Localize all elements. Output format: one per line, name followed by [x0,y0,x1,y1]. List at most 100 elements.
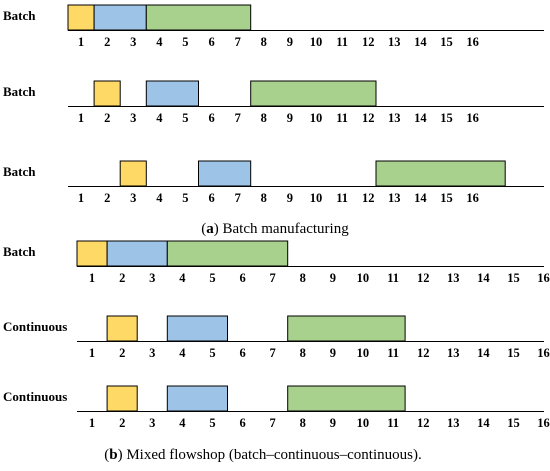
tick-label: 7 [269,271,275,285]
tick-label: 14 [414,111,427,125]
tick-label: 5 [209,271,215,285]
row-label: Continuous [3,319,67,334]
row-label: Batch [3,84,36,99]
tick-label: 8 [261,111,267,125]
tick-label: 9 [287,35,293,49]
tick-label: 15 [507,416,520,430]
gantt-block-stage1 [119,160,147,187]
row-label: Batch [3,164,36,179]
tick-label: 4 [156,35,163,49]
gantt-block-stage2 [106,240,168,267]
tick-label: 6 [239,346,245,360]
tick-label: 11 [336,111,348,125]
tick-label: 13 [388,191,401,205]
tick-label: 3 [130,191,136,205]
tick-label: 13 [447,346,460,360]
tick-label: 6 [208,35,214,49]
tick-label: 15 [507,346,520,360]
gantt-block-stage3 [287,385,406,412]
tick-label: 10 [357,271,370,285]
tick-label: 9 [330,271,336,285]
gantt-block-stage1 [67,4,95,31]
tick-label: 3 [130,111,136,125]
tick-label: 9 [330,346,336,360]
tick-label: 9 [287,111,293,125]
tick-label: 8 [300,346,306,360]
tick-label: 1 [89,346,95,360]
tick-label: 4 [179,271,186,285]
tick-label: 2 [119,416,125,430]
tick-label: 5 [182,111,188,125]
gantt-block-stage1 [106,385,138,412]
tick-label: 14 [414,35,427,49]
tick-label: 15 [440,111,453,125]
gantt-block-stage1 [76,240,108,267]
tick-label: 4 [179,346,186,360]
tick-label: 3 [130,35,136,49]
tick-label: 2 [104,35,110,49]
tick-label: 16 [466,111,479,125]
row-label: Batch [3,244,36,259]
tick-label: 12 [362,191,375,205]
tick-label: 6 [208,111,214,125]
tick-label: 1 [89,416,95,430]
tick-label: 11 [336,35,348,49]
tick-label: 2 [119,271,125,285]
tick-label: 10 [310,35,323,49]
caption-a: (a) Batch manufacturing [201,221,349,237]
tick-label: 10 [310,191,323,205]
gantt-block-stage2 [93,4,147,31]
gantt-block-stage3 [375,160,506,187]
tick-label: 2 [119,346,125,360]
tick-label: 8 [300,271,306,285]
tick-label: 3 [149,416,155,430]
tick-label: 3 [149,271,155,285]
tick-label: 4 [156,111,163,125]
tick-label: 7 [235,35,241,49]
tick-label: 13 [388,111,401,125]
tick-label: 3 [149,346,155,360]
tick-label: 7 [269,346,275,360]
gantt-block-stage3 [166,240,289,267]
tick-label: 12 [417,271,430,285]
tick-label: 1 [78,35,84,49]
tick-label: 8 [261,191,267,205]
tick-label: 8 [261,35,267,49]
gantt-block-stage2 [166,385,229,412]
tick-label: 9 [287,191,293,205]
tick-label: 4 [156,191,163,205]
tick-label: 16 [537,416,550,430]
tick-label: 14 [414,191,427,205]
tick-label: 12 [417,346,430,360]
tick-label: 1 [78,111,84,125]
tick-label: 7 [269,416,275,430]
tick-label: 15 [507,271,520,285]
caption-b: (b) Mixed flowshop (batch–continuous–con… [104,447,421,463]
gantt-block-stage2 [198,160,252,187]
tick-label: 13 [388,35,401,49]
row-label: Continuous [3,389,67,404]
gantt-block-stage3 [287,315,406,342]
tick-label: 11 [387,271,399,285]
gantt-block-stage2 [166,315,229,342]
tick-label: 4 [179,416,186,430]
tick-label: 15 [440,35,453,49]
tick-label: 6 [239,416,245,430]
tick-label: 11 [387,346,399,360]
tick-label: 10 [310,111,323,125]
tick-label: 14 [477,271,490,285]
tick-label: 16 [537,271,550,285]
tick-label: 10 [357,416,370,430]
tick-label: 1 [89,271,95,285]
tick-label: 5 [182,35,188,49]
row-label: Batch [3,8,36,23]
tick-label: 15 [440,191,453,205]
tick-label: 12 [417,416,430,430]
